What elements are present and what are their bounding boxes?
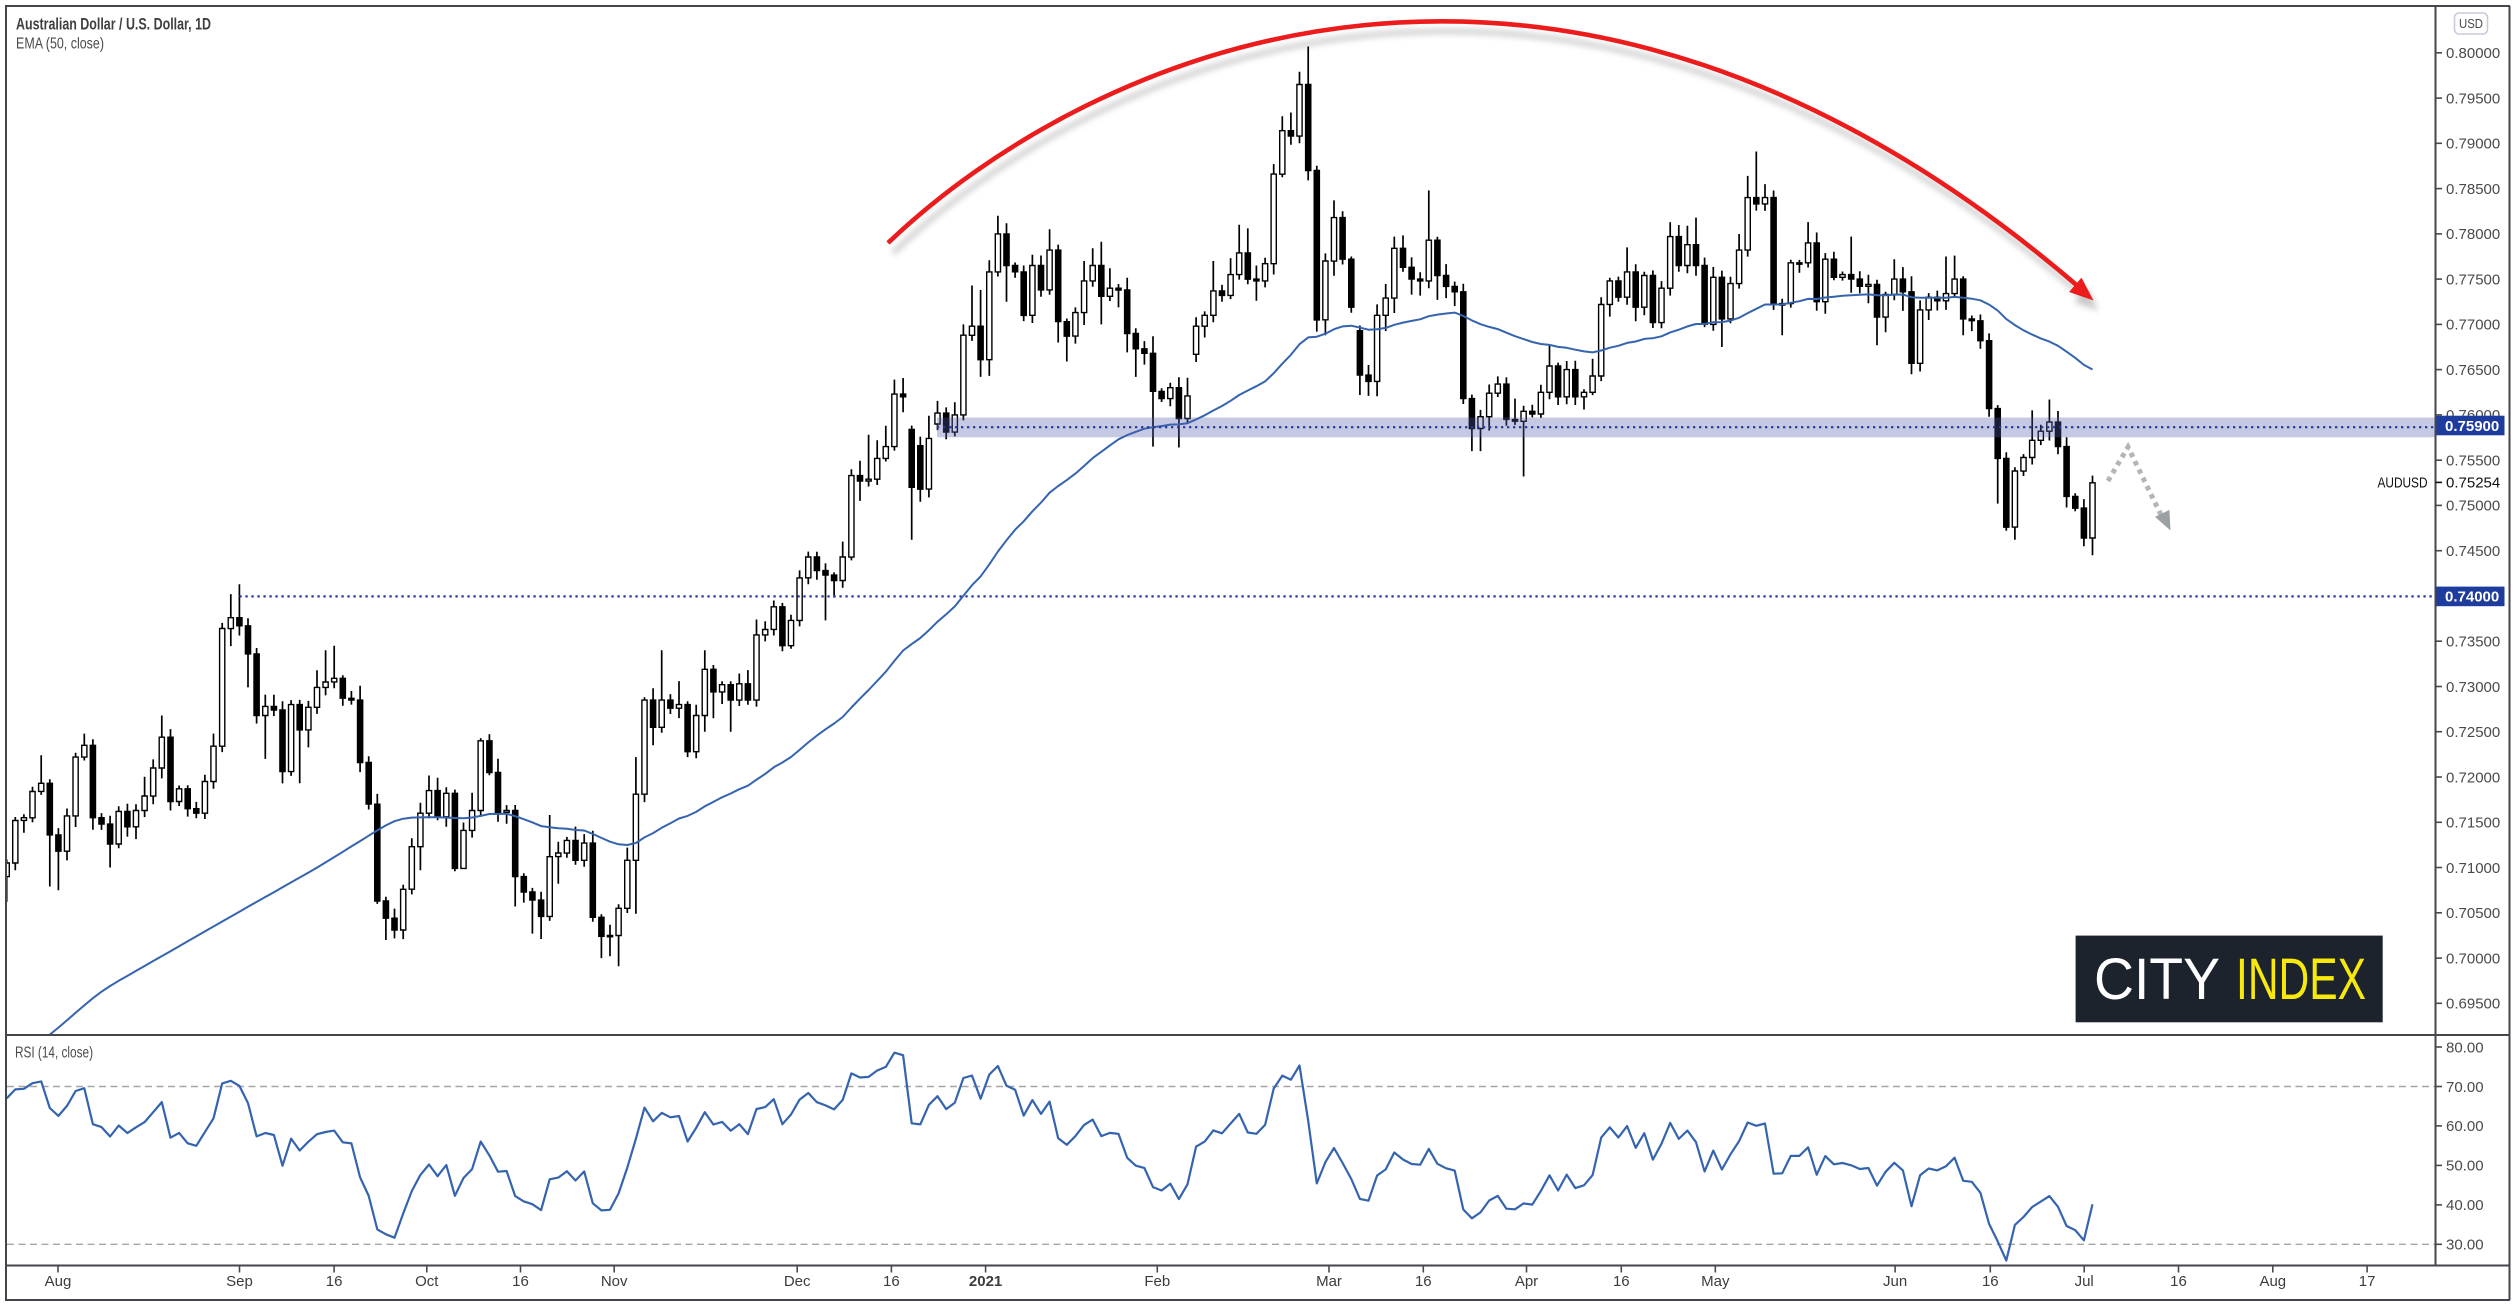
- svg-text:INDEX: INDEX: [2236, 947, 2366, 1012]
- svg-text:0.75500: 0.75500: [2446, 453, 2500, 470]
- svg-text:Feb: Feb: [1144, 1273, 1170, 1290]
- svg-text:AUDUSD: AUDUSD: [2378, 475, 2428, 492]
- svg-text:0.79000: 0.79000: [2446, 136, 2500, 153]
- svg-text:80.00: 80.00: [2446, 1039, 2484, 1056]
- svg-text:Aug: Aug: [2259, 1273, 2286, 1290]
- svg-text:0.73500: 0.73500: [2446, 634, 2500, 651]
- svg-text:0.69500: 0.69500: [2446, 996, 2500, 1013]
- svg-text:16: 16: [1613, 1273, 1630, 1290]
- svg-text:EMA (50, close): EMA (50, close): [16, 36, 104, 53]
- svg-text:0.72500: 0.72500: [2446, 724, 2500, 741]
- svg-text:0.75000: 0.75000: [2446, 498, 2500, 515]
- svg-text:40.00: 40.00: [2446, 1197, 2484, 1214]
- svg-text:Jul: Jul: [2075, 1273, 2094, 1290]
- svg-text:16: 16: [883, 1273, 900, 1290]
- svg-text:Nov: Nov: [601, 1273, 628, 1290]
- svg-text:0.78500: 0.78500: [2446, 181, 2500, 198]
- svg-text:Sep: Sep: [226, 1273, 253, 1290]
- svg-text:0.75900: 0.75900: [2445, 418, 2499, 435]
- svg-text:Jun: Jun: [1883, 1273, 1907, 1290]
- svg-text:0.70000: 0.70000: [2446, 950, 2500, 967]
- svg-text:0.80000: 0.80000: [2446, 45, 2500, 62]
- svg-text:Dec: Dec: [784, 1273, 811, 1290]
- svg-text:30.00: 30.00: [2446, 1237, 2484, 1254]
- svg-text:0.77500: 0.77500: [2446, 271, 2500, 288]
- svg-text:RSI (14, close): RSI (14, close): [15, 1045, 93, 1062]
- svg-text:0.71500: 0.71500: [2446, 815, 2500, 832]
- svg-text:60.00: 60.00: [2446, 1118, 2484, 1135]
- svg-text:USD: USD: [2459, 17, 2483, 31]
- svg-text:16: 16: [1415, 1273, 1432, 1290]
- svg-text:0.77000: 0.77000: [2446, 317, 2500, 334]
- svg-text:Aug: Aug: [45, 1273, 72, 1290]
- svg-text:Australian Dollar / U.S. Dolla: Australian Dollar / U.S. Dollar, 1D: [16, 15, 211, 34]
- svg-text:0.78000: 0.78000: [2446, 226, 2500, 243]
- svg-text:0.72000: 0.72000: [2446, 769, 2500, 786]
- svg-text:0.75254: 0.75254: [2446, 475, 2500, 492]
- svg-text:16: 16: [326, 1273, 343, 1290]
- svg-text:0.76500: 0.76500: [2446, 362, 2500, 379]
- svg-text:0.79500: 0.79500: [2446, 90, 2500, 107]
- svg-text:Mar: Mar: [1316, 1273, 1342, 1290]
- svg-text:16: 16: [512, 1273, 529, 1290]
- svg-text:CITY: CITY: [2094, 947, 2220, 1012]
- svg-text:Apr: Apr: [1515, 1273, 1538, 1290]
- svg-text:0.71000: 0.71000: [2446, 860, 2500, 877]
- svg-text:0.73000: 0.73000: [2446, 679, 2500, 696]
- svg-text:0.74000: 0.74000: [2445, 589, 2499, 606]
- svg-text:50.00: 50.00: [2446, 1158, 2484, 1175]
- svg-text:2021: 2021: [969, 1273, 1002, 1290]
- svg-text:16: 16: [2170, 1273, 2187, 1290]
- svg-text:70.00: 70.00: [2446, 1079, 2484, 1096]
- svg-text:16: 16: [1982, 1273, 1999, 1290]
- svg-text:17: 17: [2359, 1273, 2376, 1290]
- svg-text:Oct: Oct: [415, 1273, 439, 1290]
- svg-text:0.74500: 0.74500: [2446, 543, 2500, 560]
- svg-text:0.70500: 0.70500: [2446, 905, 2500, 922]
- svg-text:May: May: [1701, 1273, 1730, 1290]
